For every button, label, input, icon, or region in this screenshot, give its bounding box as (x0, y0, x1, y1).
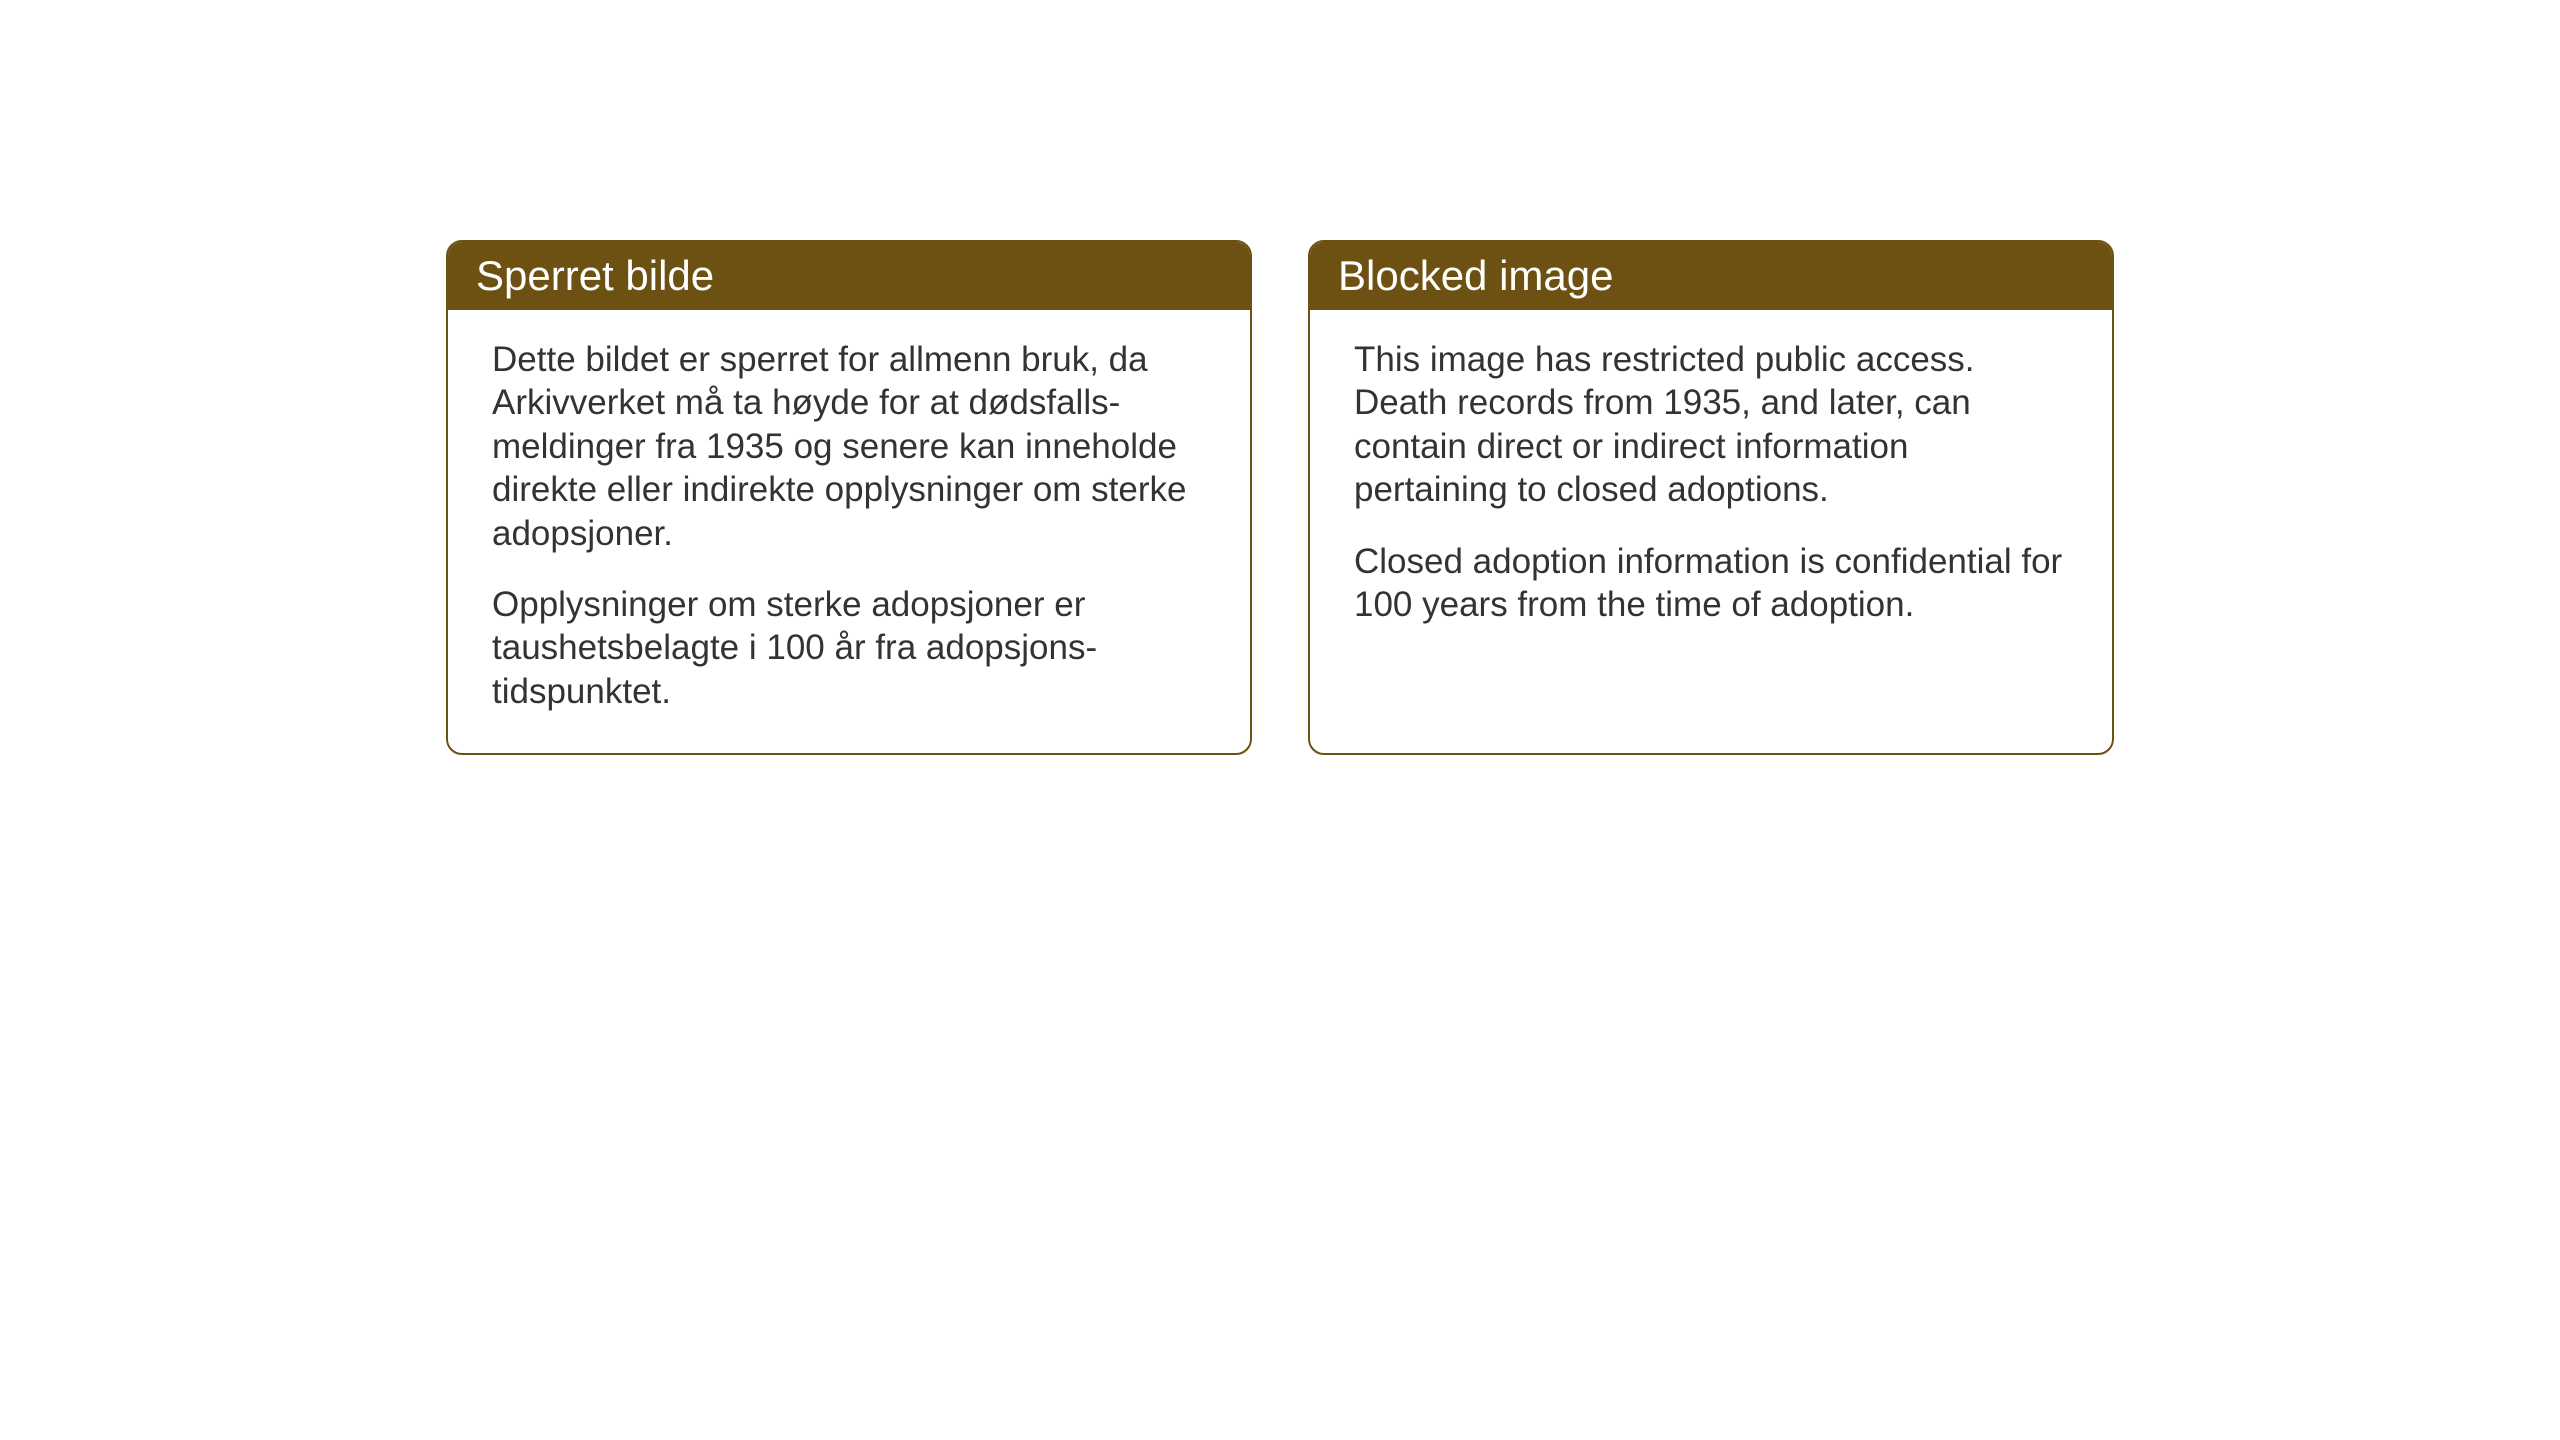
norwegian-paragraph-1: Dette bildet er sperret for allmenn bruk… (492, 338, 1206, 555)
english-card-body: This image has restricted public access.… (1310, 310, 2112, 666)
norwegian-card-header: Sperret bilde (448, 242, 1250, 310)
english-paragraph-2: Closed adoption information is confident… (1354, 540, 2068, 627)
norwegian-notice-card: Sperret bilde Dette bildet er sperret fo… (446, 240, 1252, 755)
english-card-title: Blocked image (1338, 252, 1613, 299)
norwegian-card-title: Sperret bilde (476, 252, 714, 299)
cards-container: Sperret bilde Dette bildet er sperret fo… (446, 240, 2114, 755)
english-notice-card: Blocked image This image has restricted … (1308, 240, 2114, 755)
norwegian-paragraph-2: Opplysninger om sterke adopsjoner er tau… (492, 583, 1206, 713)
norwegian-card-body: Dette bildet er sperret for allmenn bruk… (448, 310, 1250, 753)
english-paragraph-1: This image has restricted public access.… (1354, 338, 2068, 512)
english-card-header: Blocked image (1310, 242, 2112, 310)
